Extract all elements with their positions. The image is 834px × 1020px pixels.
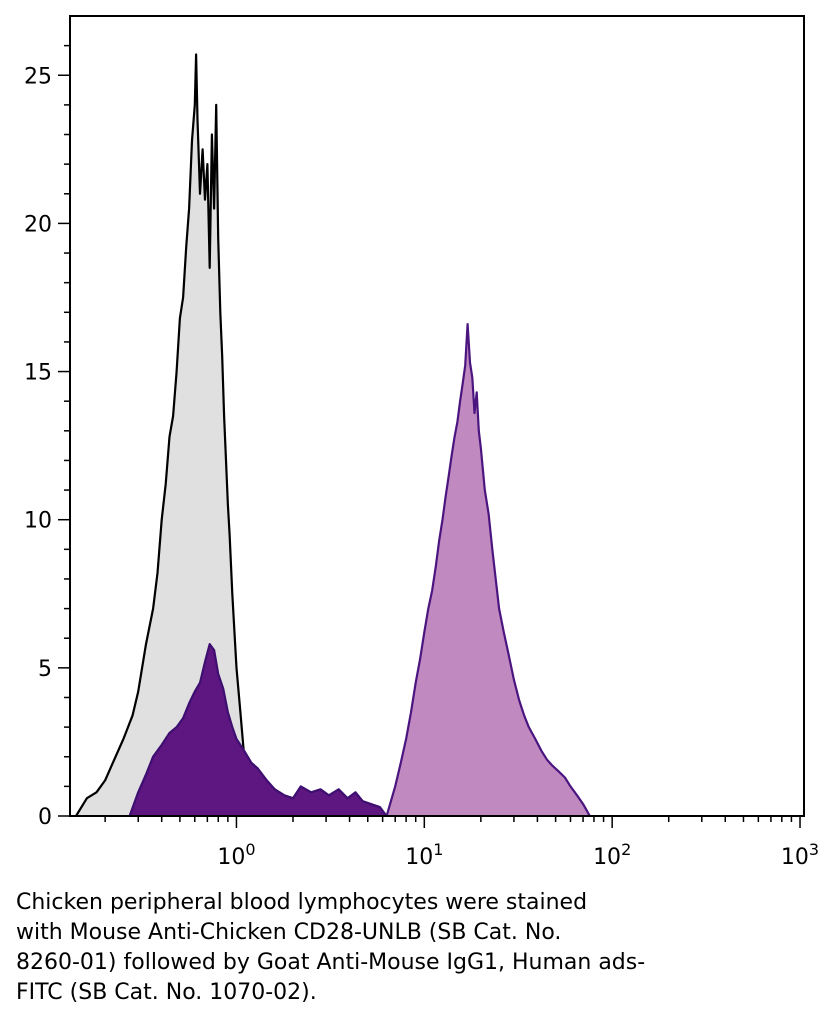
x-tick-label: 101 — [405, 840, 443, 870]
y-tick-label: 5 — [38, 657, 52, 682]
y-tick-label: 20 — [24, 212, 52, 237]
histogram-chart: 0 5 10 15 20 25 100 101 102 103 — [24, 15, 819, 870]
x-axis: 100 101 102 103 — [104, 816, 819, 870]
series-0-line — [75, 53, 253, 817]
series-2-line — [385, 323, 591, 817]
plot-frame — [69, 15, 805, 817]
y-tick-label: 15 — [24, 361, 52, 386]
x-tick-label: 102 — [593, 840, 631, 870]
series-layer — [75, 53, 591, 817]
series-1-fill — [129, 644, 387, 816]
y-tick-label: 0 — [38, 805, 52, 830]
series-0-fill — [76, 54, 252, 816]
y-axis: 0 5 10 15 20 25 — [24, 44, 70, 830]
series-1-line — [128, 643, 388, 817]
y-tick-label: 25 — [24, 64, 52, 89]
x-tick-label: 103 — [781, 840, 819, 870]
x-tick-label: 100 — [217, 840, 255, 870]
y-tick-label: 10 — [24, 509, 52, 534]
figure-caption: Chicken peripheral blood lymphocytes wer… — [16, 890, 646, 1005]
series-2-fill — [386, 324, 590, 816]
